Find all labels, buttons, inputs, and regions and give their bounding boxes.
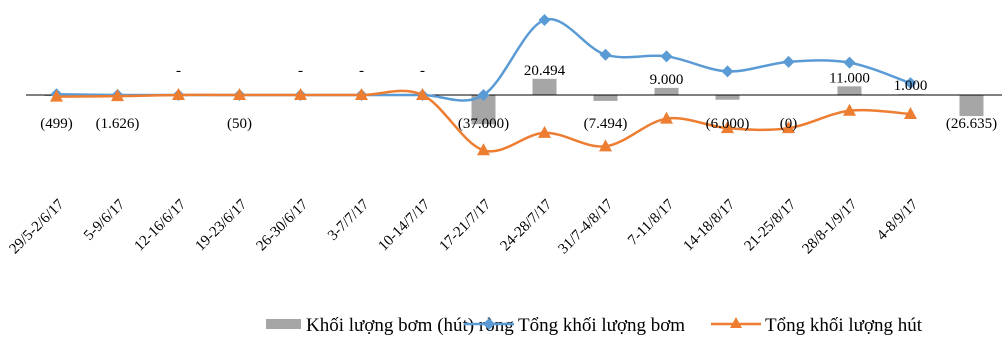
withdraw-point [782,121,795,134]
bar-data-label: - [420,63,425,79]
x-tick-label: 7-11/8/17 [625,196,678,249]
x-tick-label: 21-25/8/17 [741,196,799,254]
legend-marker-withdraw-icon [730,317,742,328]
x-tick-label: 19-23/6/17 [192,196,250,254]
withdraw-point [904,106,917,119]
line-series [50,14,917,156]
x-tick-label: 31/7-4/8/17 [556,196,617,257]
x-tick-label: 14-18/8/17 [680,196,738,254]
bar-data-label: 11.000 [829,70,870,86]
x-axis-tick-labels: 29/5-2/6/17 5-9/6/17 12-16/6/17 19-23/6/17 2… [7,196,922,257]
bar-data-label: (50) [227,116,252,132]
bar-data-label: (6.000) [706,116,750,132]
pump-point [904,77,917,90]
withdraw-point [233,88,246,100]
legend: Khối lượng bơm (hút) ròng Tổng khối lượn… [266,315,923,336]
withdraw-point [294,88,307,100]
pump-point [599,48,612,61]
withdraw-point [843,103,856,116]
x-tick-label: 28/8-1/9/17 [800,196,861,257]
bar-data-labels: (499) (1.626) - (50) - - - (37.000) 20.494 (7.494… [40,63,997,132]
bar-data-label: 9.000 [650,72,684,88]
pump-line [56,17,911,102]
withdraw-point [416,88,429,100]
x-tick-label: 29/5-2/6/17 [7,196,68,257]
x-tick-label: 26-30/6/17 [253,196,311,254]
withdraw-point [355,88,368,100]
x-tick-label: 24-28/7/17 [497,196,555,254]
withdraw-point [111,89,124,102]
pump-point [782,55,795,68]
bar-data-label: (37.000) [458,116,509,132]
bar [654,87,679,95]
legend-label-withdraw: Tổng khối lượng hút [765,315,923,336]
legend-marker-pump-icon [483,318,495,330]
bar [959,95,984,117]
pump-point [721,65,734,78]
x-tick-label: 17-21/7/17 [436,196,494,254]
legend-swatch-net-volume [266,319,301,329]
bar-data-label: 20.494 [524,63,566,79]
withdraw-point [538,125,551,138]
bar-data-label: (1.626) [96,116,140,132]
pump-point [660,50,673,63]
bar [532,78,557,95]
bar-data-label: 1.000 [894,78,928,94]
x-tick-label: 12-16/6/17 [131,196,189,254]
x-tick-label: 5-9/6/17 [81,196,129,244]
withdraw-point [50,89,63,102]
withdraw-point [477,143,490,156]
pump-point [843,56,856,69]
bar-data-label: (26.635) [946,116,997,132]
bar-data-label: (7.494) [584,116,628,132]
x-tick-label: 10-14/7/17 [375,196,433,254]
x-tick-label: 4-8/9/17 [874,196,922,244]
withdraw-point [660,111,673,124]
bar [715,95,740,100]
withdraw-point [599,139,612,152]
pump-point [477,89,490,101]
x-tick-label: 3-7/7/17 [325,196,373,244]
bar-data-label: - [359,63,364,79]
bar [837,86,862,95]
bar-data-label: (0) [780,116,798,132]
withdraw-point [721,121,734,134]
legend-label-net-volume: Khối lượng bơm (hút) ròng [306,315,514,336]
withdraw-point [172,88,185,100]
bar-data-label: - [298,63,303,79]
bar-data-label: (499) [40,116,73,132]
bar-data-label: - [176,63,181,79]
bar [593,95,618,101]
pump-point [538,14,551,26]
legend-label-pump: Tổng khối lượng bơm [518,315,685,336]
